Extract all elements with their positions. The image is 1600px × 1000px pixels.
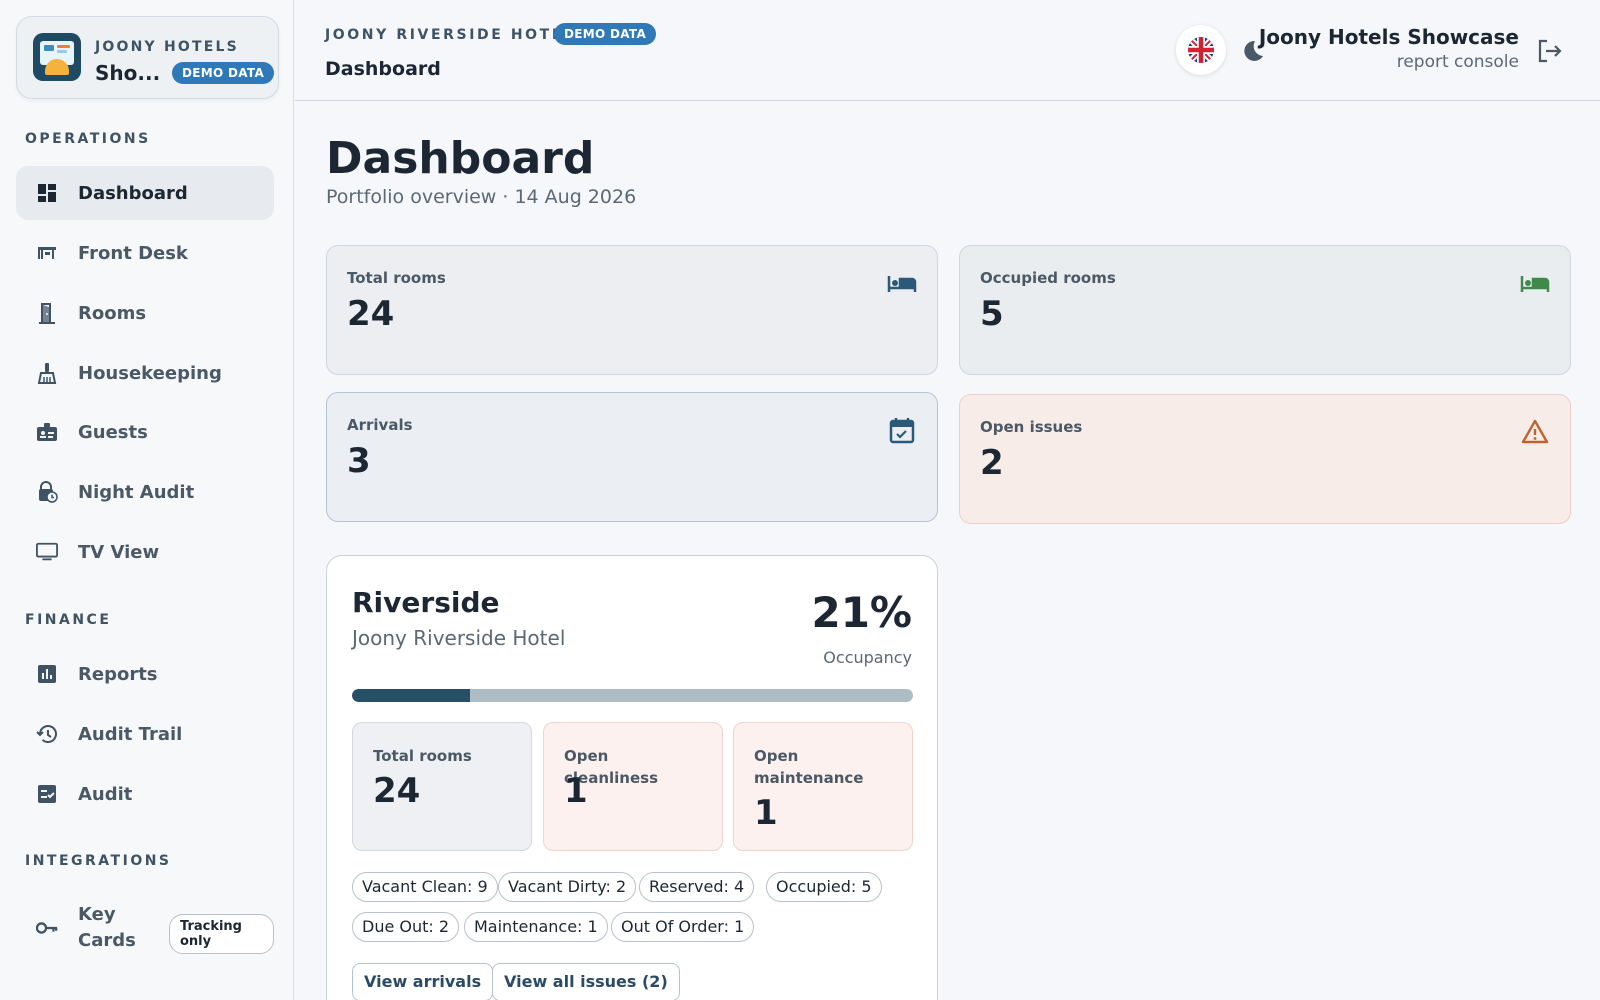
demo-data-badge: DEMO DATA [172, 62, 275, 84]
hotel-logo-icon [33, 33, 81, 81]
sidebar-item-key-cards[interactable]: Key Cards Tracking only [16, 899, 274, 957]
status-chip: Occupied: 5 [766, 872, 882, 902]
warning-icon [1521, 419, 1549, 444]
stat-label: Total rooms [347, 269, 446, 287]
status-chip: Vacant Dirty: 2 [498, 872, 637, 902]
sidebar-item-guests[interactable]: Guests [16, 405, 274, 459]
stat-value: 24 [347, 294, 395, 334]
user-role: report console [1396, 52, 1519, 72]
sidebar-item-label: Guests [78, 421, 148, 443]
sidebar: JOONY HOTELS Sho... DEMO DATA OPERATIONS… [0, 0, 294, 1000]
page-title: Dashboard [326, 133, 595, 184]
door-icon [36, 302, 58, 324]
mini-value: 1 [754, 793, 778, 833]
language-button[interactable] [1176, 25, 1226, 75]
stat-label: Open issues [980, 418, 1083, 436]
front-desk-icon [36, 242, 58, 264]
tracking-only-badge: Tracking only [169, 914, 274, 954]
sidebar-item-audit[interactable]: Audit [16, 767, 274, 821]
sidebar-item-housekeeping[interactable]: Housekeeping [16, 346, 274, 400]
mini-label: Open cleanliness [564, 747, 658, 787]
sidebar-item-reports[interactable]: Reports [16, 647, 274, 701]
view-arrivals-button[interactable]: View arrivals [352, 963, 494, 1000]
broom-icon [36, 362, 58, 384]
sidebar-item-audit-trail[interactable]: Audit Trail [16, 707, 274, 761]
status-chip: Due Out: 2 [352, 912, 460, 942]
mini-card-total-rooms: Total rooms 24 [352, 722, 532, 851]
sidebar-item-night-audit[interactable]: Night Audit [16, 465, 274, 519]
uk-flag-icon [1188, 37, 1214, 63]
sidebar-item-dashboard[interactable]: Dashboard [16, 166, 274, 220]
top-bar: JOONY RIVERSIDE HOTEL DEMO DATA Dashboar… [295, 0, 1600, 101]
sidebar-item-label: Front Desk [78, 242, 188, 264]
sidebar-item-label: Rooms [78, 302, 147, 324]
page-subtitle: Portfolio overview · 14 Aug 2026 [326, 186, 637, 208]
chart-icon [36, 663, 58, 685]
checklist-icon [36, 783, 58, 805]
demo-data-badge: DEMO DATA [554, 23, 657, 45]
status-chip: Reserved: 4 [639, 872, 755, 902]
section-label-operations: OPERATIONS [25, 131, 151, 147]
logout-button[interactable] [1535, 37, 1563, 65]
stat-card-arrivals: Arrivals 3 [326, 392, 938, 522]
dashboard-icon [36, 182, 58, 204]
brand-name: Sho... [95, 61, 161, 85]
occupancy-percent: 21% [811, 588, 912, 637]
breadcrumb: Dashboard [325, 58, 441, 80]
hotel-card-full-name: Joony Riverside Hotel [352, 626, 566, 650]
sidebar-item-rooms[interactable]: Rooms [16, 286, 274, 340]
mini-card-open-maintenance: Open maintenance 1 [733, 722, 913, 851]
brand-card[interactable]: JOONY HOTELS Sho... DEMO DATA [16, 16, 279, 99]
user-name: Joony Hotels Showcase [1258, 25, 1519, 49]
brand-overline: JOONY HOTELS [95, 39, 239, 55]
sidebar-item-label: Key Cards [78, 904, 136, 951]
bed-icon [1520, 276, 1550, 292]
sidebar-item-label: Dashboard [78, 182, 188, 204]
stat-value: 2 [980, 443, 1004, 483]
stat-card-open-issues: Open issues 2 [959, 394, 1571, 524]
hotel-card-riverside: Riverside Joony Riverside Hotel 21% Occu… [326, 555, 938, 1000]
mini-label: Open maintenance [754, 747, 864, 787]
hotel-card-name: Riverside [352, 586, 500, 619]
mini-value: 24 [373, 771, 421, 811]
sidebar-item-label: Reports [78, 663, 158, 685]
stat-value: 5 [980, 294, 1004, 334]
section-label-integrations: INTEGRATIONS [25, 853, 172, 869]
mini-card-open-cleanliness: Open cleanliness 1 [543, 722, 723, 851]
key-icon [36, 917, 58, 939]
mini-value: 1 [564, 771, 588, 811]
calendar-check-icon [889, 418, 915, 444]
section-label-finance: FINANCE [25, 612, 112, 628]
logout-icon [1538, 39, 1562, 63]
monitor-icon [36, 541, 58, 563]
stat-label: Arrivals [347, 416, 413, 434]
sidebar-item-tv-view[interactable]: TV View [16, 525, 274, 579]
stat-card-occupied-rooms: Occupied rooms 5 [959, 245, 1571, 375]
occupancy-label: Occupancy [823, 648, 912, 667]
moon-icon [1244, 40, 1263, 61]
sidebar-item-label: TV View [78, 541, 160, 563]
mini-label: Total rooms [373, 747, 472, 765]
bed-icon [887, 276, 917, 292]
theme-toggle-button[interactable] [1238, 37, 1266, 65]
stat-value: 3 [347, 441, 371, 481]
occupancy-progress-bar [352, 689, 913, 702]
lock-clock-icon [36, 481, 58, 503]
sidebar-item-label: Housekeeping [78, 362, 222, 384]
sidebar-item-label: Audit [78, 783, 133, 805]
sidebar-item-front-desk[interactable]: Front Desk [16, 226, 274, 280]
status-chip: Maintenance: 1 [464, 912, 608, 942]
stat-label: Occupied rooms [980, 269, 1116, 287]
hotel-title: JOONY RIVERSIDE HOTEL [325, 27, 576, 43]
sidebar-item-label: Audit Trail [78, 723, 183, 745]
stat-card-total-rooms: Total rooms 24 [326, 245, 938, 375]
view-all-issues-button[interactable]: View all issues (2) [492, 963, 680, 1000]
badge-icon [36, 421, 58, 443]
status-chip: Vacant Clean: 9 [352, 872, 498, 902]
status-chip: Out Of Order: 1 [611, 912, 755, 942]
sidebar-item-label: Night Audit [78, 481, 195, 503]
occupancy-progress-fill [352, 689, 470, 702]
history-icon [36, 723, 58, 745]
